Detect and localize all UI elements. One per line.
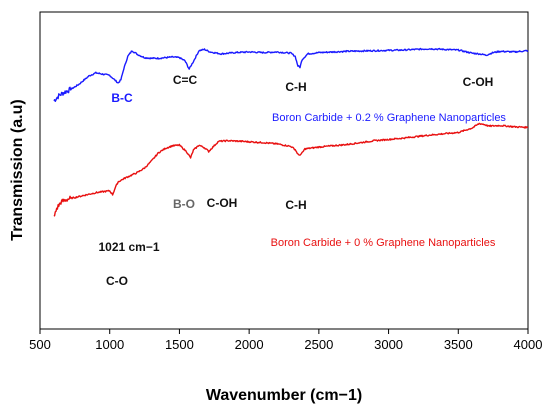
series-labels: Boron Carbide + 0.2 % Graphene Nanoparti… <box>271 112 507 249</box>
annotations: B-C C=C C-H C-OH B-O C-OH C-H 1021 cm−1 C-O <box>98 73 493 288</box>
x-tick-label-500: 500 <box>29 337 51 352</box>
plot-area <box>39 11 529 330</box>
x-tick-label-3000: 3000 <box>374 337 403 352</box>
annotation-7: 1021 cm−1 <box>98 240 159 254</box>
y-axis-title: Transmission (a.u) <box>9 99 26 240</box>
annotation-0: B-C <box>111 91 133 105</box>
series-label-0: Boron Carbide + 0.2 % Graphene Nanoparti… <box>272 112 506 124</box>
x-tick-label-3500: 3500 <box>444 337 473 352</box>
annotation-4: B-O <box>173 197 195 211</box>
annotation-6: C-H <box>285 198 306 212</box>
x-tick-label-2500: 2500 <box>304 337 333 352</box>
series-line-1 <box>53 122 529 217</box>
annotation-2: C-H <box>285 80 306 94</box>
x-tick-label-1500: 1500 <box>165 337 194 352</box>
x-axis: 500 1000 1500 2000 2500 3000 3500 4000 <box>29 329 542 352</box>
annotation-5: C-OH <box>207 196 238 210</box>
annotation-8: C-O <box>106 274 128 288</box>
series-lines <box>53 47 529 217</box>
x-axis-title: Wavenumber (cm−1) <box>206 387 362 404</box>
annotation-3: C-OH <box>463 75 494 89</box>
annotation-1: C=C <box>173 73 198 87</box>
series-label-1: Boron Carbide + 0 % Graphene Nanoparticl… <box>271 237 496 249</box>
series-line-0 <box>53 47 529 103</box>
x-tick-label-1000: 1000 <box>95 337 124 352</box>
x-tick-label-2000: 2000 <box>235 337 264 352</box>
x-tick-label-4000: 4000 <box>514 337 543 352</box>
